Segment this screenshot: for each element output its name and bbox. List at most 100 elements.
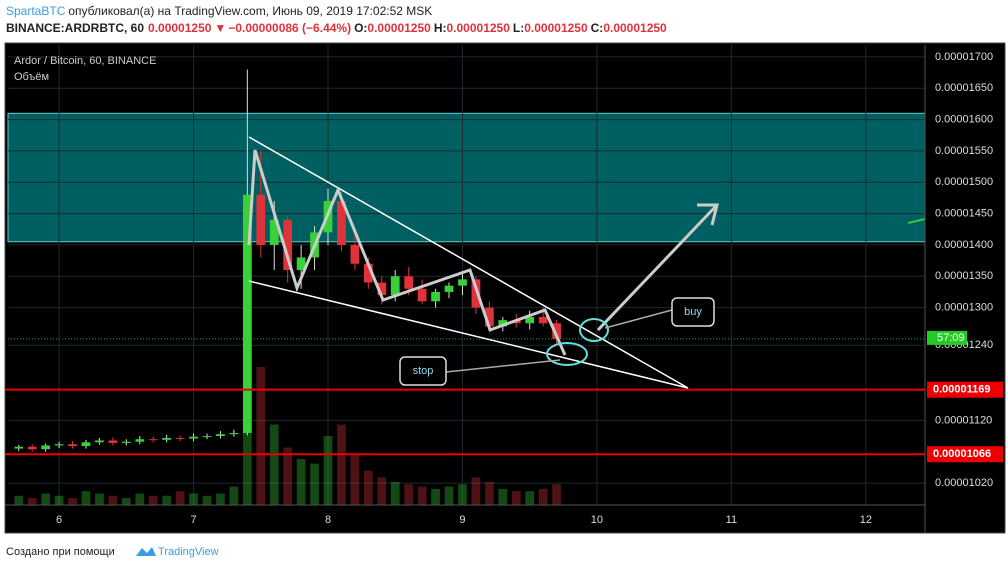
candle-body [148,439,158,441]
candle-body [14,446,24,449]
trend-line [248,136,689,389]
stop-box [399,356,447,386]
drawings [247,136,926,389]
volume-bar [404,484,414,505]
candle-body [175,437,185,439]
candle-body [417,288,427,302]
footer-brand[interactable]: TradingView [158,546,219,558]
candle-body [538,316,548,324]
volume-bar [283,447,293,505]
candle-body [256,194,266,245]
quote-line: BINANCE:ARDRBTC, 60 0.00001250 ▼ −0.0000008… [6,21,667,35]
volume-bar [202,495,212,505]
volume-bar [189,493,198,505]
level-tag [927,446,1003,463]
volume-bar [458,484,467,505]
volume-bar [68,498,77,505]
candle-body [363,263,373,283]
author[interactable]: SpartaBTC [6,4,66,18]
candle-body [68,444,77,447]
volume-label: Объём [14,71,49,83]
volume-bar [269,424,279,505]
volume-bar [538,488,548,505]
volume-bar [229,486,239,505]
zone [7,112,926,243]
header-line: SpartaBTC опубликовал(а) на TradingView.c… [6,4,432,18]
volume-bar [41,493,51,505]
candle-body [471,279,481,308]
volume-bar [363,470,373,505]
volume-bar [162,495,172,505]
candle-body [27,446,37,450]
l-label: L: [513,21,524,35]
y-tick-label: 0.00001650 [935,82,993,94]
candle-body [95,440,104,443]
candle-body [54,444,64,446]
candle-body [337,201,346,245]
volume-bar [498,488,508,505]
candle-body [189,436,198,439]
o: 0.00001250 [367,21,431,35]
buy-box [671,297,715,327]
volume-bar [350,454,360,505]
level-tag [927,381,1003,398]
volume-bar [471,477,481,505]
candle-body [81,442,91,447]
x-tick-label: 11 [726,514,737,526]
volume-bar [121,498,131,505]
c-label: C: [591,21,604,35]
volume-bar [310,463,319,505]
candle-body [41,445,51,450]
volume-bar [14,495,24,505]
volume-bar [552,484,561,505]
arrow-head [697,203,719,226]
y-tick-label: 0.00001450 [935,207,993,219]
volume-bar [216,493,225,505]
candle-body [350,244,360,264]
footer-text: Создано при помощи [6,546,115,558]
volume-bar [95,493,104,505]
y-tick-label: 0.00001700 [935,51,993,63]
candle-body [484,307,494,327]
brand-logo [136,547,156,556]
candle-body [121,441,131,443]
target-arrow [596,203,719,332]
candle-body [431,291,440,302]
candle-body [269,219,279,245]
candle-body [135,439,145,442]
volume-bar [27,498,37,505]
stop-label: stop [413,365,434,377]
x-tick-label: 7 [190,514,196,526]
buy-label: buy [684,306,702,318]
y-tick-label: 0.00001020 [935,477,993,489]
countdown-tag [927,330,967,345]
y-tick-label: 0.00001300 [935,301,993,313]
candle-body [390,276,400,296]
candle-body [229,432,239,435]
indicator [907,218,926,224]
volume-bar [377,477,387,505]
path-arrow [247,149,567,356]
candle-body [216,434,225,437]
volume-bar [135,493,145,505]
countdown: 57:09 [937,332,965,344]
callout [445,359,561,373]
volume-bar [323,436,333,505]
change: −0.00000086 (−6.44%) [228,21,351,35]
o-label: O: [354,21,367,35]
volume-bar [431,488,440,505]
y-tick-label: 0.00001400 [935,239,993,251]
volume-bar [417,486,427,505]
c: 0.00001250 [603,21,667,35]
volume-bar [511,491,521,505]
plot [7,45,926,505]
last: 0.00001250 [148,21,212,35]
volume-bar [484,482,494,505]
candle-body [458,279,467,286]
volume-bar [54,495,64,505]
chart-title: Ardor / Bitcoin, 60, BINANCE [14,55,156,67]
x-tick-label: 12 [860,514,872,526]
candle-body [162,437,172,440]
y-tick-label: 0.00001500 [935,176,993,188]
